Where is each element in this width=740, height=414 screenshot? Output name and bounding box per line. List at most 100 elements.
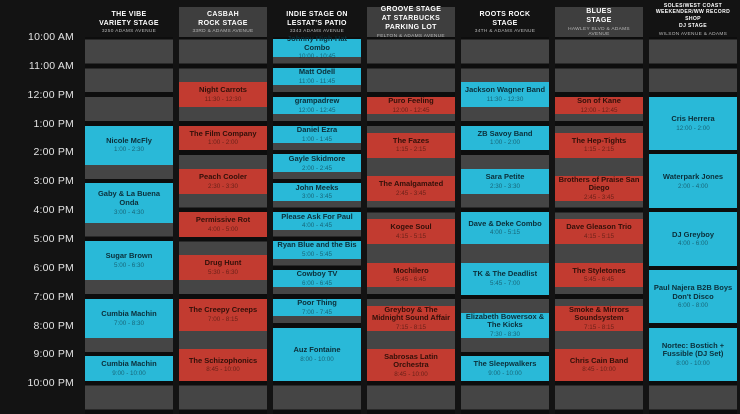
event-time: 7:15 - 8:15 [583,323,615,331]
event-cell[interactable]: Sara Petite 2:30 - 3:30 [461,168,549,194]
event-cell[interactable]: Nortec: Bostich + Fussible (DJ Set) 8:00 … [649,327,737,382]
stage-header: INDIE STAGE ON LESTAT'S PATIO 3343 ADAMS A… [273,7,361,37]
event-time: 3:00 - 3:45 [301,193,333,201]
event-time: 8:00 - 10:00 [676,359,710,367]
event-name: Nortec: Bostich + Fussible (DJ Set) [661,340,725,359]
event-name: Cowboy TV [296,269,338,279]
event-cell[interactable]: Nicole McFly 1:00 - 2:30 [85,125,173,165]
event-time: 7:00 - 8:30 [113,319,145,327]
time-label: 4:00 PM [33,204,74,217]
event-cell[interactable]: Son of Kane 12:00 - 12:45 [555,97,643,115]
event-cell[interactable]: Chris Cain Band 8:45 - 10:00 [555,349,643,382]
event-cell[interactable]: The Hep-Tights 1:15 - 2:15 [555,132,643,158]
event-name: Chris Cain Band [569,355,629,365]
event-cell[interactable]: ZB Savoy Band 1:00 - 2:00 [461,125,549,151]
event-time: 12:00 - 2:00 [676,124,710,132]
event-name: Kogee Soul [390,222,432,232]
event-time: 1:15 - 2:15 [583,146,615,154]
event-cell[interactable]: Cumbia Machin 9:00 - 10:00 [85,356,173,382]
event-cell[interactable]: Night Carrots 11:30 - 12:30 [179,82,267,108]
event-name: Peach Cooler [199,171,247,181]
event-cell[interactable]: Greyboy & The Midnight Sound Affair 7:15 … [367,305,455,331]
stage-name: INDIE STAGE ON LESTAT'S PATIO [286,10,348,27]
event-cell[interactable]: TK & The Deadlist 5:45 - 7:00 [461,262,549,295]
event-name: The Schizophonics [188,355,258,365]
event-name: DJ Greyboy [671,229,715,239]
event-cell[interactable]: Permissive Rot 4:00 - 5:00 [179,212,267,237]
event-cell[interactable]: The Amalgamated 2:45 - 3:45 [367,176,455,201]
event-cell[interactable]: The Sleepwalkers 9:00 - 10:00 [461,356,549,382]
event-cell[interactable]: Sabrosas Latin Orchestra 8:45 - 10:00 [367,349,455,382]
event-cell[interactable]: Puro Feeling 12:00 - 12:45 [367,97,455,115]
event-cell[interactable]: Waterpark Jones 2:00 - 4:00 [649,154,737,209]
event-name: Son of Kane [577,96,621,106]
event-time: 4:15 - 5:15 [395,233,427,241]
event-name: The Amalgamated [378,179,444,189]
event-cell[interactable]: The Creepy Creeps 7:00 - 8:15 [179,298,267,331]
event-cell[interactable]: Dave Gleason Trio 4:15 - 5:15 [555,219,643,245]
event-cell[interactable]: Mochilero 5:45 - 6:45 [367,262,455,288]
event-cell[interactable]: Please Ask For Paul 4:00 - 4:45 [273,212,361,230]
event-name: Cris Herrera [671,114,715,124]
stage-address: 3250 ADAMS AVENUE [101,29,157,35]
event-cell[interactable]: The Film Company 1:00 - 2:00 [179,125,267,151]
stage-address: FELTON & ADAMS AVENUE [377,34,445,39]
event-cell[interactable]: Matt Odell 11:00 - 11:45 [273,68,361,86]
event-cell[interactable]: Jackson Wagner Band 11:30 - 12:30 [461,82,549,108]
event-time: 5:45 - 6:45 [395,276,427,284]
event-cell[interactable]: John Meeks 3:00 - 3:45 [273,183,361,201]
event-cell[interactable]: Ryan Blue and the Bis 5:00 - 5:45 [273,241,361,259]
event-cell[interactable]: Brothers of Praise San Diego 2:45 - 3:45 [555,175,643,201]
event-cell[interactable]: Sugar Brown 5:00 - 6:30 [85,240,173,281]
stage-name: SOLES/WEST COAST WEEKENDER/WW RECORD SHOP… [655,2,731,30]
event-time: 2:30 - 3:30 [489,182,521,190]
event-name: The Styletones [572,265,626,275]
event-cell[interactable]: Daniel Ezra 1:00 - 1:45 [273,125,361,144]
event-name: Elizabeth Bowersox & The Kicks [465,311,545,330]
time-label: 1:00 PM [33,117,74,130]
time-label: 2:00 PM [33,146,74,159]
time-label: 9:00 PM [33,348,74,361]
event-cell[interactable]: Kogee Soul 4:15 - 5:15 [367,219,455,245]
event-cell[interactable]: Paul Najera B2B Boys Don't Disco 6:00 - 8… [649,269,737,324]
event-cell[interactable]: DJ Greyboy 4:00 - 6:00 [649,212,737,266]
event-cell[interactable]: Smoke & Mirrors Soundsystem 7:15 - 8:15 [555,305,643,331]
event-cell[interactable]: The Fazes 1:15 - 2:15 [367,132,455,158]
event-name: The Film Company [189,128,257,138]
event-cell[interactable]: Gayle Skidmore 2:00 - 2:45 [273,154,361,173]
event-cell[interactable]: Elizabeth Bowersox & The Kicks 7:30 - 8:3… [461,311,549,338]
event-name: TK & The Deadlist [472,269,538,279]
event-name: Auz Fontaine [293,345,341,355]
time-label: 11:00 AM [28,59,74,72]
event-cell[interactable]: Cowboy TV 6:00 - 6:45 [273,270,361,288]
event-time: 4:15 - 5:15 [583,233,615,241]
time-label: 7:00 PM [33,290,74,303]
event-name: John Meeks [295,182,339,192]
event-cell[interactable]: Peach Cooler 2:30 - 3:30 [179,168,267,194]
event-time: 8:45 - 10:00 [582,366,616,374]
stage-address: 3343 ADAMS AVENUE [289,29,345,35]
event-name: Ryan Blue and the Bis [277,240,357,250]
event-name: Waterpark Jones [662,171,724,181]
event-cell[interactable]: Poor Thing 7:00 - 7:45 [273,299,361,317]
event-time: 2:00 - 2:45 [301,164,333,172]
event-cell[interactable]: Dave & Deke Combo 4:00 - 5:15 [461,212,549,245]
event-cell[interactable]: grampadrew 12:00 - 12:45 [273,97,361,115]
event-name: Matt Odell [298,67,336,77]
event-cell[interactable]: Auz Fontaine 8:00 - 10:00 [273,327,361,382]
event-cell[interactable]: The Schizophonics 8:45 - 10:00 [179,349,267,382]
event-cell[interactable]: The Styletones 5:45 - 6:45 [555,262,643,288]
event-cell[interactable]: Gaby & La Buena Onda 3:00 - 4:30 [85,183,173,223]
event-name: Cumbia Machin [101,308,157,318]
event-name: The Creepy Creeps [188,305,258,315]
event-cell[interactable]: Cris Herrera 12:00 - 2:00 [649,96,737,151]
event-cell[interactable]: Drug Hunt 5:30 - 6:30 [179,255,267,281]
event-cell[interactable]: Cumbia Machin 7:00 - 8:30 [85,298,173,338]
event-name: Dave Gleason Trio [566,222,632,232]
event-time: 4:00 - 4:45 [301,222,333,230]
event-time: 5:30 - 6:30 [207,269,239,277]
stage-header: SOLES/WEST COAST WEEKENDER/WW RECORD SHOP… [649,3,737,42]
event-name: ZB Savoy Band [477,128,533,138]
event-cell[interactable]: Johnny High-Hat Combo 10:00 - 10:45 [273,34,361,60]
